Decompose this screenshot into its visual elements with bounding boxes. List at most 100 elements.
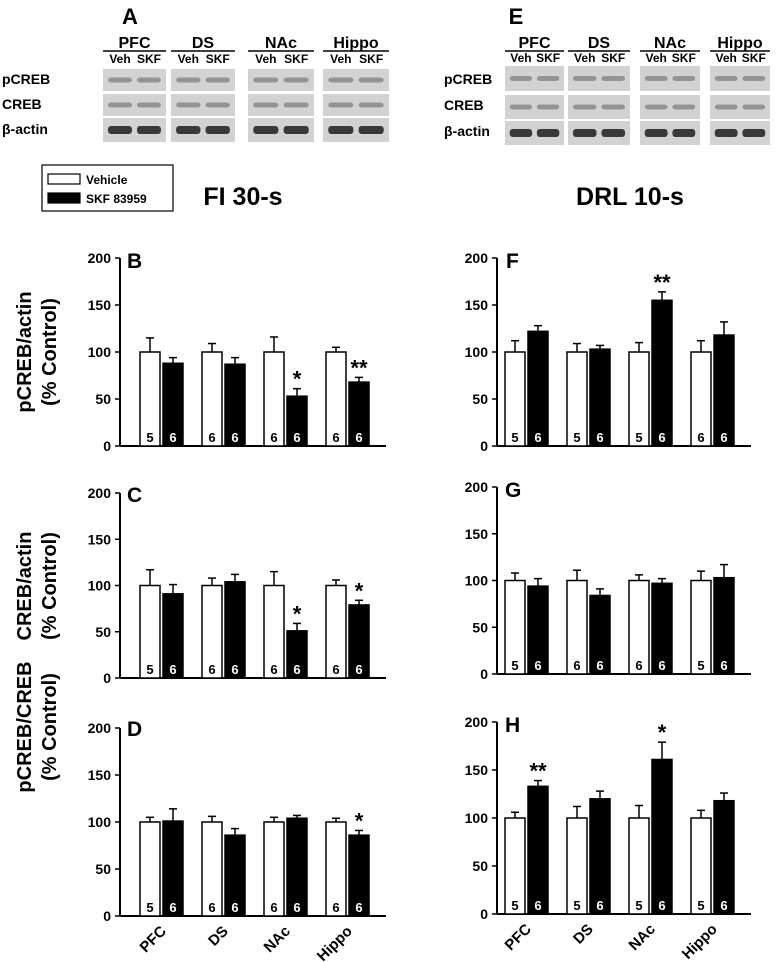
y-tick-label: 50 <box>95 391 111 407</box>
blot-band <box>742 104 766 110</box>
blot-band <box>358 102 384 108</box>
bar-n-label: 5 <box>146 662 153 677</box>
bar-n-label: 5 <box>635 430 642 445</box>
bar-n-label: 5 <box>573 898 580 913</box>
blot-band <box>601 104 626 110</box>
bar-n-label: 6 <box>534 898 541 913</box>
x-tick-label: PFC <box>502 921 535 954</box>
blot-lane-label: Veh <box>330 52 351 66</box>
blot-band <box>509 76 533 81</box>
bar-n-label: 6 <box>720 898 727 913</box>
bar-n-label: 6 <box>293 900 300 915</box>
blot-region-label: Hippo <box>717 35 763 52</box>
bar-n-label: 6 <box>208 900 215 915</box>
chart-panel-f: F 0 50 100 150 200 5 6 5 6 5 6 ** 6 6 <box>465 250 751 454</box>
blot-band <box>283 102 309 108</box>
blot-band <box>328 77 354 83</box>
ylabel-row1-line1: pCREB/actin <box>14 291 36 412</box>
blot-band <box>137 77 161 83</box>
bar-n-label: 5 <box>511 430 518 445</box>
blot-row-label: pCREB <box>444 71 492 87</box>
y-tick-label: 150 <box>465 526 489 542</box>
blot-lane-label: Veh <box>178 52 199 66</box>
chart-panel-h: H 0 50 100 150 200 5 6 ** PFC 5 6 DS 5 6 * NAc 5 6 Hippo <box>465 714 751 962</box>
ylabel-row3-line2: (% Control) <box>39 673 61 781</box>
panel-letter: H <box>505 714 520 737</box>
bar-n-label: 6 <box>270 430 277 445</box>
bar-n-label: 6 <box>332 900 339 915</box>
panel-letter: F <box>506 250 519 273</box>
x-tick-label: NAc <box>261 923 294 956</box>
chart-panel-c: C 0 50 100 150 200 5 6 6 6 6 6 * 6 6 * <box>88 484 386 686</box>
blot-lane-label: SKF <box>536 51 560 65</box>
blot-band <box>714 129 738 137</box>
blot-lane-label: SKF <box>206 52 230 66</box>
blot-band <box>176 126 201 134</box>
bar-n-label: 6 <box>169 662 176 677</box>
blot-strip <box>323 69 389 91</box>
bar-n-label: 5 <box>146 430 153 445</box>
bar-n-label: 5 <box>573 430 580 445</box>
y-tick-label: 200 <box>88 250 112 266</box>
bar <box>527 330 549 447</box>
x-tick-label: Hippo <box>679 921 721 962</box>
blot-lane-label: Veh <box>109 52 130 66</box>
blot-band <box>137 126 161 134</box>
significance-marker: ** <box>653 270 671 295</box>
bar-n-label: 6 <box>658 430 665 445</box>
ylabel-row3-line1: pCREB/CREB <box>14 661 36 792</box>
y-tick-label: 0 <box>480 906 488 922</box>
blot-band <box>644 104 668 110</box>
blot-band <box>137 102 161 108</box>
bar-n-label: 6 <box>355 662 362 677</box>
y-tick-label: 100 <box>88 814 112 830</box>
blot-band <box>358 77 384 83</box>
blot-strip <box>103 69 166 91</box>
y-tick-label: 0 <box>103 670 111 686</box>
bar-n-label: 5 <box>511 898 518 913</box>
legend-label-skf: SKF 83959 <box>86 192 147 206</box>
y-tick-label: 100 <box>88 578 112 594</box>
y-tick-label: 50 <box>95 861 111 877</box>
bar-n-label: 6 <box>169 900 176 915</box>
blot-band <box>108 77 132 83</box>
blot-band <box>742 76 766 81</box>
blot-region-label: DS <box>192 35 215 52</box>
y-tick-label: 200 <box>465 479 489 495</box>
blot-band <box>509 129 533 137</box>
y-tick-label: 100 <box>465 810 489 826</box>
blot-band <box>176 77 201 83</box>
bar-n-label: 6 <box>573 658 580 673</box>
y-tick-label: 50 <box>95 624 111 640</box>
legend-swatch-vehicle <box>47 173 81 185</box>
bar <box>651 758 673 915</box>
y-tick-label: 200 <box>465 714 489 730</box>
bar-n-label: 6 <box>635 658 642 673</box>
y-tick-label: 100 <box>88 344 112 360</box>
bar <box>651 299 673 447</box>
blot-band <box>205 102 230 108</box>
y-tick-label: 150 <box>465 297 489 313</box>
blot-band <box>644 129 668 137</box>
row-ylabel-3: pCREB/CREB (% Control) <box>14 661 61 792</box>
blot-band <box>283 126 309 134</box>
blot-strip <box>248 94 314 116</box>
blot-lane-label: SKF <box>284 52 308 66</box>
y-tick-label: 150 <box>88 297 112 313</box>
bar-n-label: 6 <box>270 662 277 677</box>
y-tick-label: 50 <box>472 391 488 407</box>
blot-lane-label: SKF <box>359 52 383 66</box>
y-tick-label: 150 <box>88 767 112 783</box>
y-tick-label: 100 <box>465 573 489 589</box>
blot-band <box>205 77 230 83</box>
bar-n-label: 6 <box>293 662 300 677</box>
blot-region-label: NAc <box>654 35 686 52</box>
significance-marker: * <box>658 720 667 745</box>
legend-swatch-skf <box>47 192 81 204</box>
bar-n-label: 5 <box>635 898 642 913</box>
blot-row-label: β-actin <box>2 121 48 137</box>
blot-band <box>714 104 738 110</box>
